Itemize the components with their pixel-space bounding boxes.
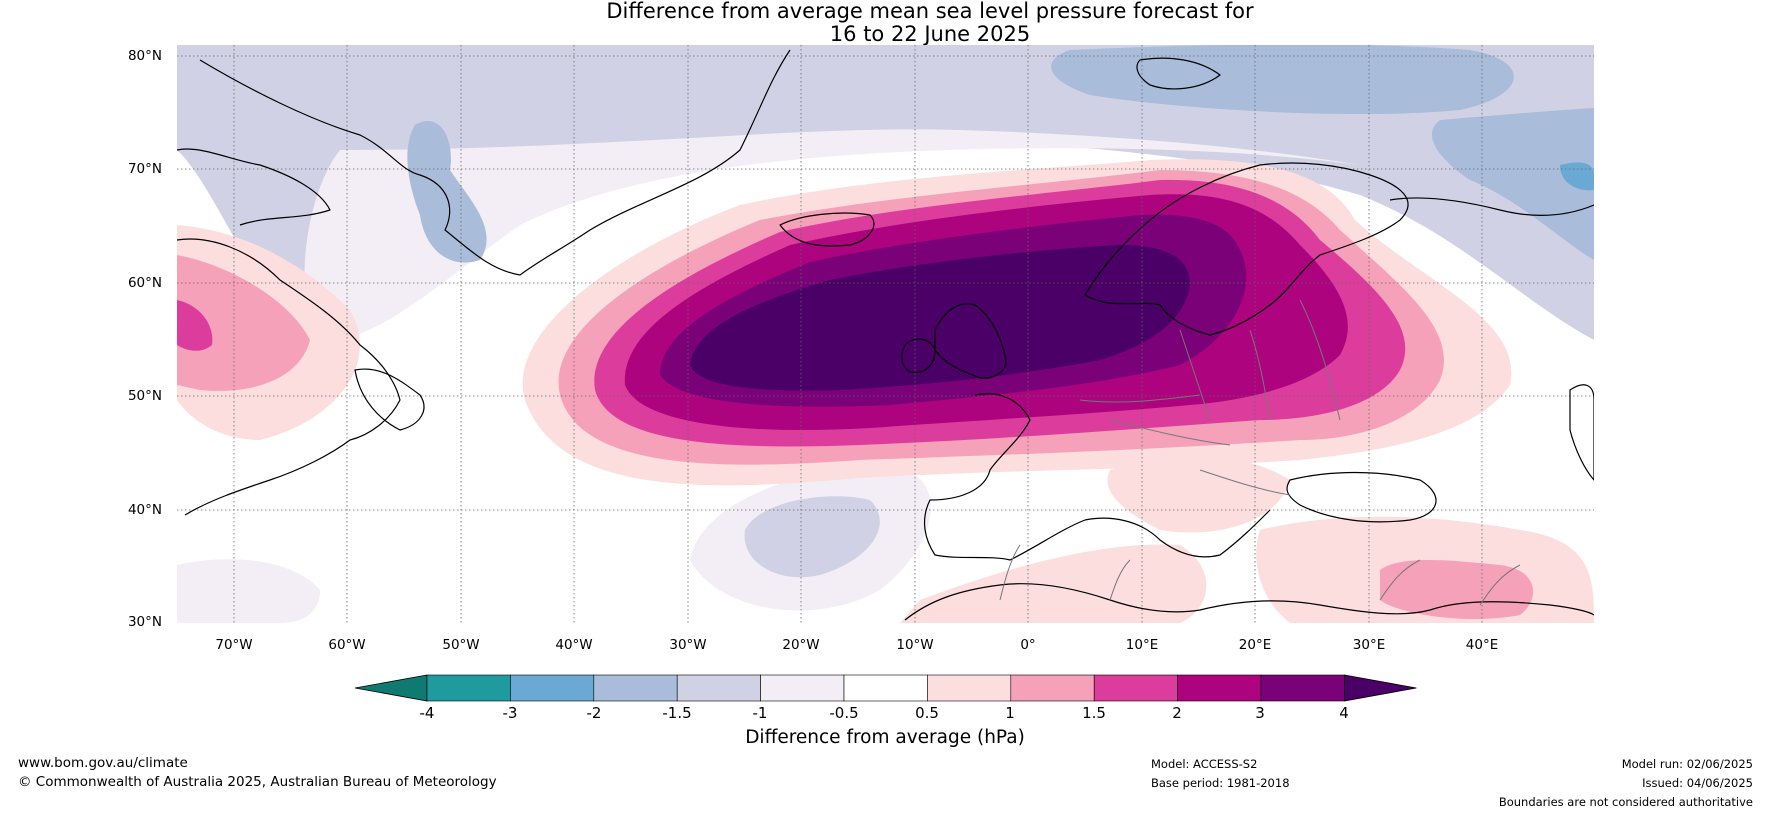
anomaly-greenland-pocket [407, 121, 487, 263]
colorbar-segment [1177, 674, 1262, 702]
anomaly-negative-southwest-corner [177, 559, 320, 623]
country-boundaries [999, 299, 1521, 606]
ireland-coast [901, 338, 936, 374]
anomaly-negative-north [177, 45, 1594, 340]
colorbar [354, 674, 1417, 702]
europe-west-coast [923, 393, 1271, 561]
lon-label-10e: 10°E [1125, 637, 1159, 653]
colorbar-label: Difference from average (hPa) [745, 727, 1025, 748]
colorbar-segment [760, 674, 845, 702]
colorbar-extend-low [354, 674, 428, 702]
lon-label-40w: 40°W [555, 637, 593, 653]
africa-north-coast [904, 583, 1594, 621]
footer-base-period: Base period: 1981-2018 [1151, 776, 1290, 790]
lat-label-40n: 40°N [127, 502, 162, 518]
colorbar-tick: -2 [586, 704, 602, 722]
footer-url: www.bom.gov.au/climate [18, 755, 188, 771]
colorbar-segment [510, 674, 595, 702]
lon-label-20e: 20°E [1238, 637, 1272, 653]
colorbar-segment [1010, 674, 1095, 702]
colorbar-tick: 3 [1255, 704, 1265, 722]
title-line-2: 16 to 22 June 2025 [829, 22, 1031, 46]
anomaly-arctic-east [1051, 45, 1514, 115]
anomaly-positive-main-4 [690, 245, 1190, 391]
uk-coast [934, 303, 1007, 379]
colorbar-segment [843, 674, 928, 702]
colorbar-extend-high [1344, 674, 1417, 702]
colorbar-tick: -1.5 [662, 704, 692, 722]
greenland-coast [199, 49, 791, 276]
colorbar-tick: 1.5 [1082, 704, 1106, 722]
labrador-coast [177, 238, 401, 516]
anomaly-positive-southeast-core [1380, 560, 1534, 620]
title-line-1: Difference from average mean sea level p… [606, 0, 1254, 23]
lat-label-80n: 80°N [127, 48, 162, 64]
colorbar-segment [426, 674, 511, 702]
colorbar-segment [676, 674, 761, 702]
anomaly-east-edge [1431, 108, 1594, 260]
lon-label-50w: 50°W [442, 637, 480, 653]
footer-model: Model: ACCESS-S2 [1151, 757, 1258, 771]
anomaly-far-east-blue [1560, 162, 1594, 191]
colorbar-segment [1260, 674, 1345, 702]
colorbar-tick: -3 [502, 704, 518, 722]
lat-label-70n: 70°N [127, 161, 162, 177]
anomaly-negative-southwest-core [744, 496, 880, 578]
footer-copyright: © Commonwealth of Australia 2025, Austra… [18, 774, 497, 790]
baltic-black-sea [1286, 471, 1437, 523]
colorbar-segment [927, 674, 1012, 702]
colorbar-tick: 0.5 [915, 704, 939, 722]
anomaly-positive-med [1107, 455, 1290, 533]
canada-north-coast [177, 148, 331, 226]
colorbar-segment [593, 674, 678, 702]
anomaly-positive-west-mid [177, 255, 310, 391]
colorbar-tick: -4 [419, 704, 435, 722]
footer-disclaimer: Boundaries are not considered authoritat… [1498, 795, 1753, 809]
coastlines [177, 49, 1594, 621]
anomaly-faint-north-fringe [304, 129, 1360, 340]
colorbar-tick: 1 [1005, 704, 1015, 722]
graticule [177, 45, 1594, 623]
colorbar-tick: -0.5 [829, 704, 859, 722]
anomaly-positive-south [900, 544, 1207, 623]
caspian-coast [1569, 384, 1594, 481]
iceland-coast [779, 212, 875, 247]
lon-label-0: 0° [1020, 637, 1036, 653]
scandinavia-coast [1084, 162, 1409, 336]
newfoundland-coast [354, 368, 425, 431]
lon-label-10w: 10°W [896, 637, 934, 653]
colorbar-tick: 2 [1172, 704, 1182, 722]
colorbar-segment [1093, 674, 1178, 702]
lon-label-30e: 30°E [1352, 637, 1386, 653]
map-title: Difference from average mean sea level p… [0, 0, 1770, 46]
lat-label-50n: 50°N [127, 388, 162, 404]
footer-model-run: Model run: 02/06/2025 [1621, 757, 1753, 771]
arctic-islands [1136, 57, 1221, 90]
lon-label-70w: 70°W [215, 637, 253, 653]
lon-label-60w: 60°W [328, 637, 366, 653]
lon-label-20w: 20°W [782, 637, 820, 653]
russia-north-coast [1389, 197, 1594, 217]
colorbar-tick: 4 [1339, 704, 1349, 722]
lat-label-60n: 60°N [127, 275, 162, 291]
colorbar-tick: -1 [752, 704, 768, 722]
lat-label-30n: 30°N [127, 614, 162, 630]
anomaly-positive-west-core [177, 300, 213, 351]
lon-label-40e: 40°E [1465, 637, 1499, 653]
lon-label-30w: 30°W [669, 637, 707, 653]
footer-issued: Issued: 04/06/2025 [1642, 776, 1753, 790]
